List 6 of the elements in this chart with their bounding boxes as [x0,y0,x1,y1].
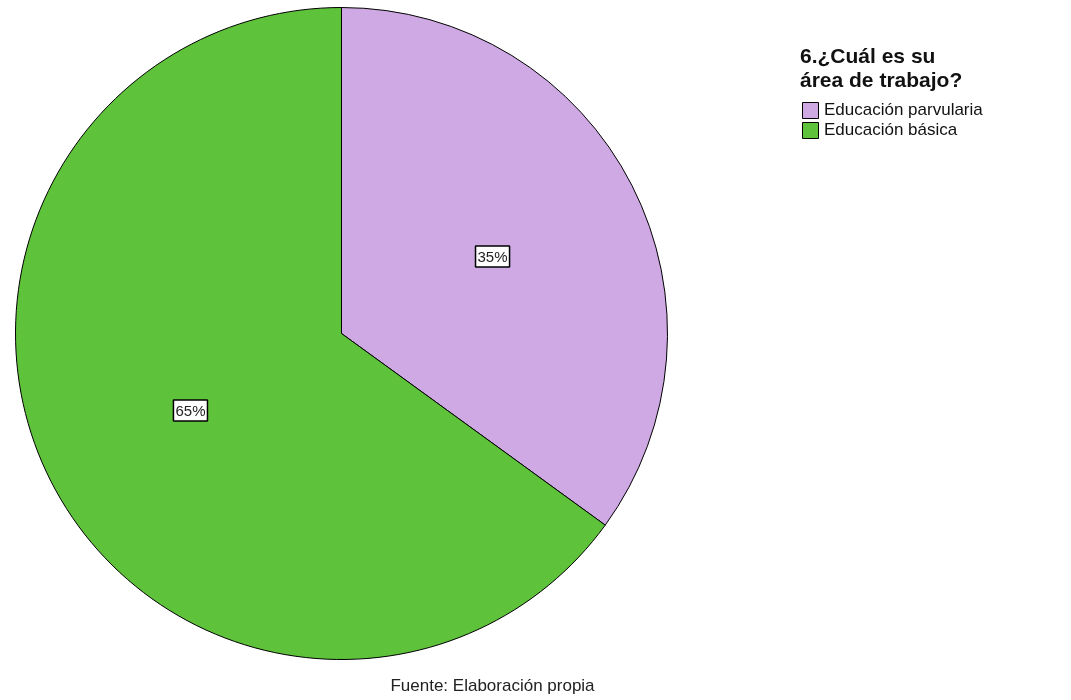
source-note: Fuente: Elaboración propia [390,676,596,695]
legend-label: Educación parvularia [824,100,983,120]
legend-title: 6.¿Cuál es su área de trabajo? [800,44,964,92]
legend-label: Educación básica [824,120,958,140]
data-label: 35% [477,248,508,266]
data-label: 65% [175,401,206,419]
